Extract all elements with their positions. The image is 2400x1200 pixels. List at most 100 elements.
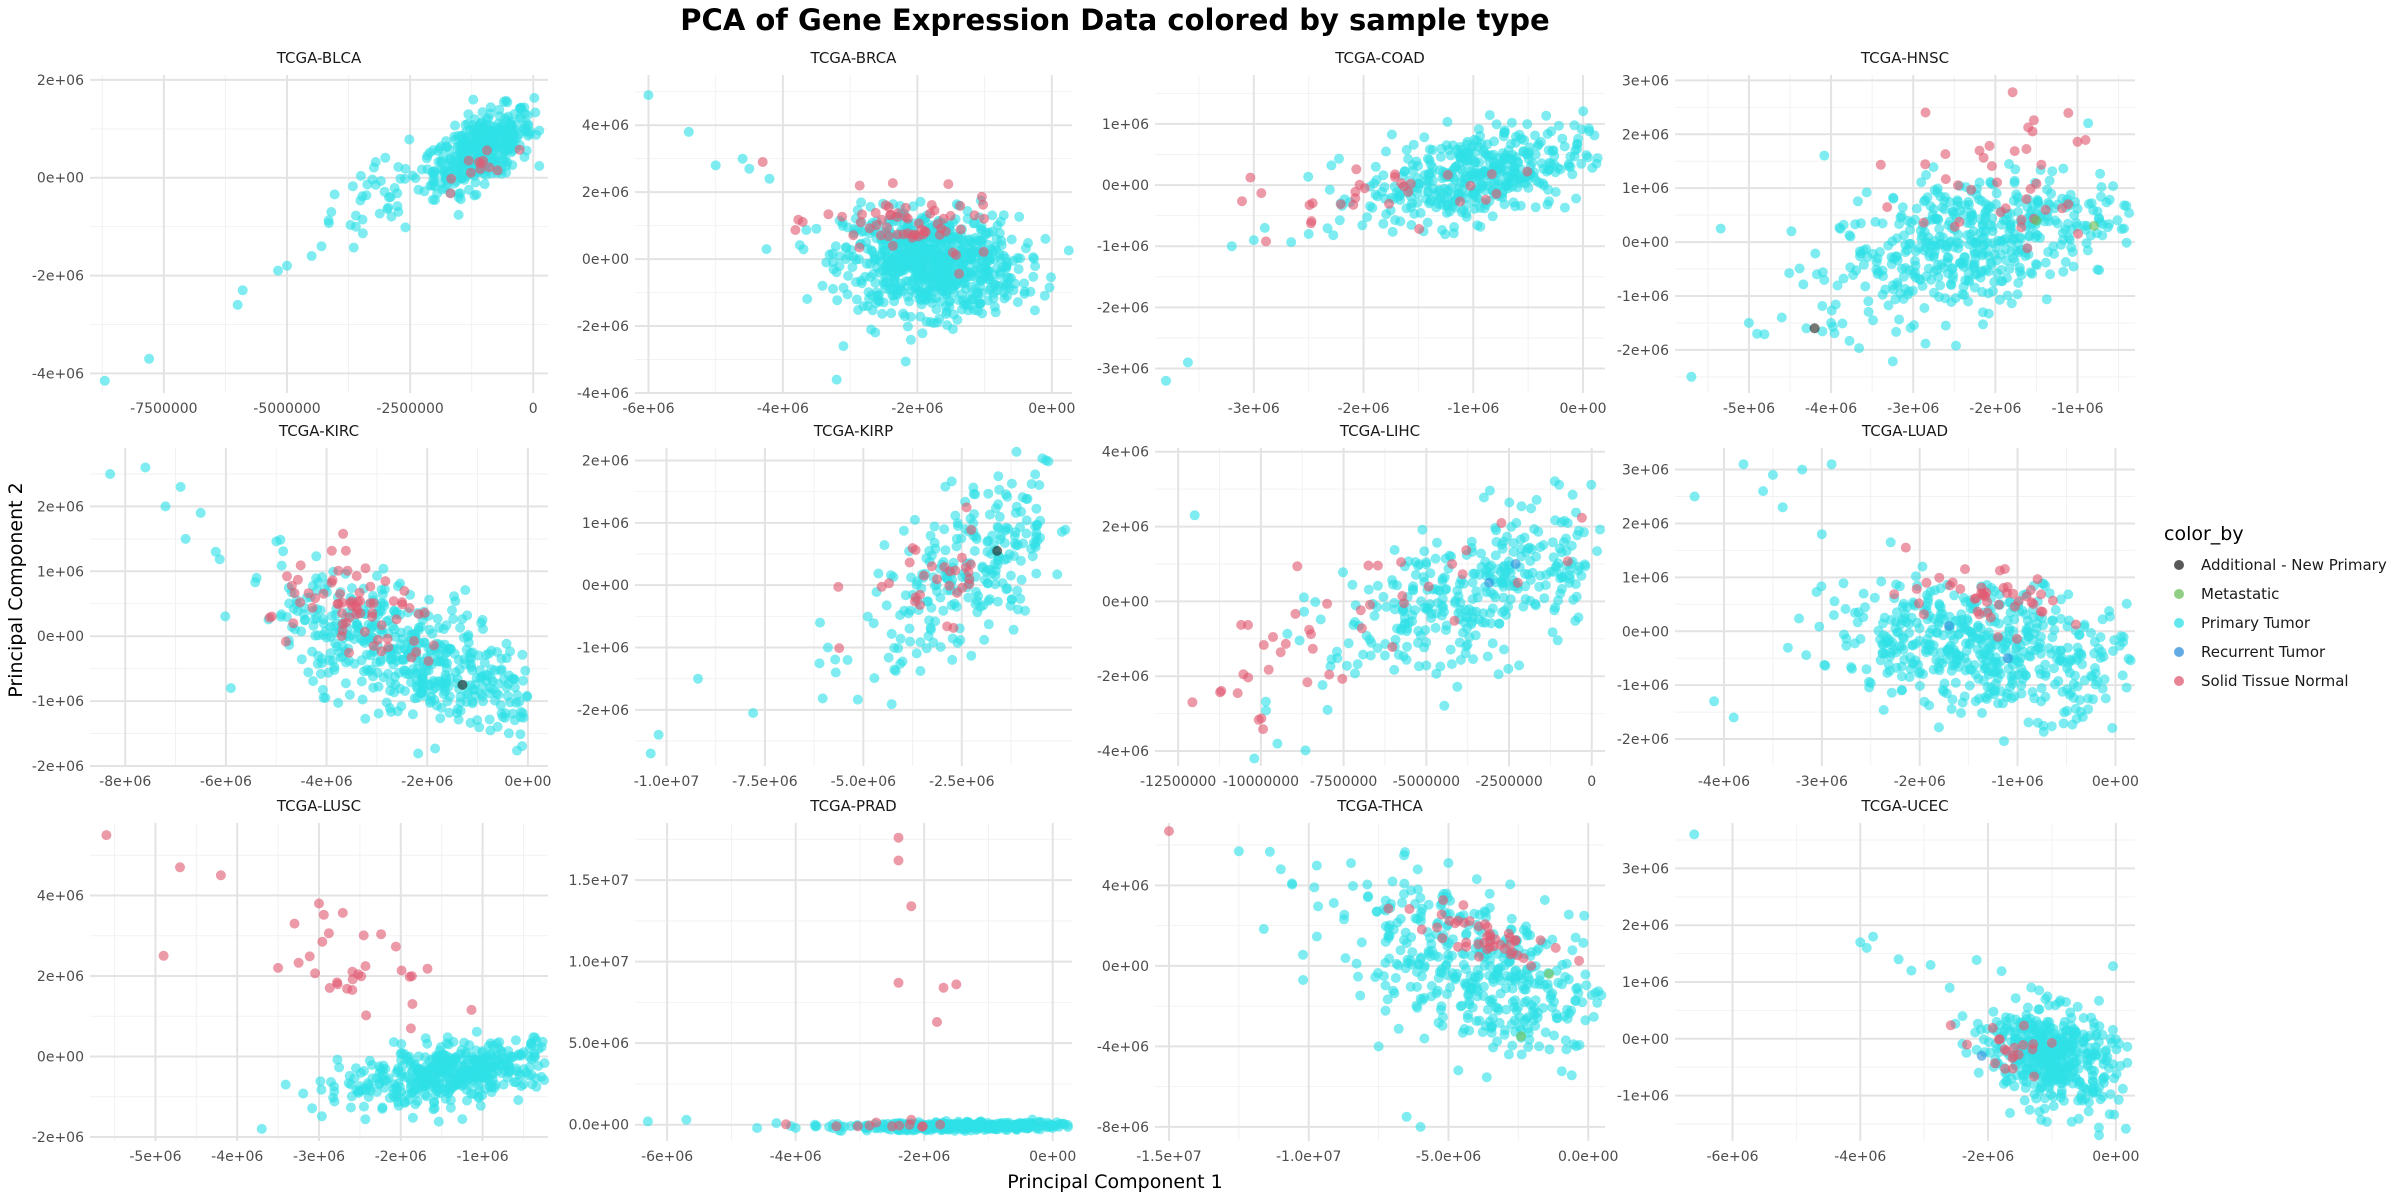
y-tick-label: 2e+06 — [582, 453, 629, 469]
point-primary-tumor — [1347, 579, 1358, 590]
point-primary-tumor — [1686, 371, 1697, 382]
point-primary-tumor — [1401, 144, 1412, 155]
point-primary-tumor — [1300, 745, 1311, 756]
point-primary-tumor — [1709, 696, 1720, 707]
point-solid-tissue-normal — [1882, 202, 1893, 213]
point-primary-tumor — [815, 617, 825, 628]
y-tick-label: 1.0e+07 — [569, 955, 629, 971]
point-primary-tumor — [1002, 257, 1013, 268]
point-primary-tumor — [522, 691, 532, 702]
point-solid-tissue-normal — [1337, 673, 1348, 684]
point-primary-tumor — [396, 701, 407, 712]
point-primary-tumor — [1447, 182, 1458, 192]
point-primary-tumor — [1935, 280, 1946, 291]
y-tick-label: 0e+00 — [37, 629, 84, 645]
point-primary-tumor — [357, 214, 368, 225]
point-solid-tissue-normal — [2027, 126, 2038, 137]
point-solid-tissue-normal — [2070, 619, 2081, 630]
point-primary-tumor — [469, 190, 480, 201]
point-primary-tumor — [710, 160, 721, 171]
point-primary-tumor — [2049, 624, 2060, 635]
point-primary-tumor — [1977, 708, 1987, 718]
point-primary-tumor — [450, 596, 461, 607]
x-tick-label: -6e+06 — [641, 1149, 693, 1165]
chart-title: PCA of Gene Expression Data colored by s… — [680, 3, 1549, 37]
point-solid-tissue-normal — [484, 162, 495, 173]
point-primary-tumor — [942, 320, 953, 331]
point-primary-tumor — [1816, 529, 1827, 540]
point-primary-tumor — [275, 611, 286, 622]
point-solid-tissue-normal — [2040, 204, 2051, 215]
point-primary-tumor — [439, 658, 450, 668]
point-solid-tissue-normal — [1981, 587, 1992, 598]
point-primary-tumor — [929, 521, 940, 532]
point-primary-tumor — [2047, 615, 2057, 626]
point-primary-tumor — [1031, 503, 1042, 514]
point-primary-tumor — [1014, 211, 1025, 222]
point-primary-tumor — [1039, 290, 1050, 301]
point-primary-tumor — [447, 1056, 458, 1067]
point-primary-tumor — [1510, 137, 1521, 148]
point-primary-tumor — [334, 1062, 345, 1073]
point-primary-tumor — [1468, 654, 1479, 665]
point-primary-tumor — [1398, 651, 1409, 662]
point-primary-tumor — [1372, 580, 1383, 591]
point-primary-tumor — [225, 683, 236, 694]
point-primary-tumor — [1423, 185, 1434, 196]
point-primary-tumor — [828, 264, 839, 275]
point-solid-tissue-normal — [875, 230, 886, 241]
point-primary-tumor — [2041, 294, 2052, 305]
point-primary-tumor — [1341, 660, 1352, 671]
point-primary-tumor — [2058, 718, 2069, 729]
point-primary-tumor — [409, 693, 420, 704]
point-solid-tissue-normal — [355, 608, 366, 619]
panel-tcga-lihc: TCGA-LIHC-12500000 -10000000 -7500000 -5000… — [1097, 422, 1605, 790]
point-primary-tumor — [442, 696, 453, 707]
point-primary-tumor — [1189, 510, 1200, 521]
point-primary-tumor — [1947, 694, 1958, 705]
point-primary-tumor — [1282, 628, 1293, 639]
point-primary-tumor — [1549, 151, 1560, 161]
panel-title: TCGA-PRAD — [809, 797, 896, 815]
point-primary-tumor — [1846, 663, 1857, 674]
x-tick-label: -6e+06 — [200, 774, 252, 790]
point-primary-tumor — [1922, 192, 1933, 203]
point-primary-tumor — [1887, 356, 1898, 367]
point-primary-tumor — [1430, 553, 1441, 564]
point-primary-tumor — [870, 298, 881, 309]
point-primary-tumor — [2036, 683, 2047, 694]
point-primary-tumor — [1918, 669, 1928, 680]
point-primary-tumor — [1977, 286, 1988, 297]
point-primary-tumor — [979, 267, 990, 278]
point-primary-tumor — [445, 643, 456, 654]
point-solid-tissue-normal — [2021, 194, 2032, 205]
point-solid-tissue-normal — [376, 929, 387, 940]
point-primary-tumor — [282, 260, 292, 271]
point-solid-tissue-normal — [1496, 518, 1507, 528]
point-primary-tumor — [470, 1067, 481, 1078]
point-solid-tissue-normal — [273, 962, 284, 973]
y-tick-label: -1e+06 — [577, 641, 629, 657]
point-primary-tumor — [905, 334, 916, 345]
point-primary-tumor — [2123, 653, 2134, 664]
point-primary-tumor — [2009, 175, 2020, 186]
x-tick-label: -5.0e+06 — [831, 774, 897, 790]
point-primary-tumor — [1452, 681, 1463, 692]
point-primary-tumor — [480, 1083, 491, 1094]
point-primary-tumor — [1510, 201, 1521, 212]
point-primary-tumor — [908, 201, 919, 212]
point-primary-tumor — [979, 634, 990, 645]
point-solid-tissue-normal — [445, 188, 456, 199]
point-recurrent-tumor — [1944, 620, 1954, 631]
point-solid-tissue-normal — [882, 222, 892, 233]
point-primary-tumor — [2079, 619, 2090, 630]
point-additional-new-primary — [992, 545, 1003, 556]
point-solid-tissue-normal — [957, 552, 967, 563]
point-primary-tumor — [1715, 223, 1726, 234]
point-primary-tumor — [831, 374, 842, 385]
point-primary-tumor — [395, 639, 406, 650]
point-solid-tissue-normal — [823, 209, 834, 220]
point-primary-tumor — [1938, 232, 1948, 243]
point-primary-tumor — [1974, 194, 1984, 205]
